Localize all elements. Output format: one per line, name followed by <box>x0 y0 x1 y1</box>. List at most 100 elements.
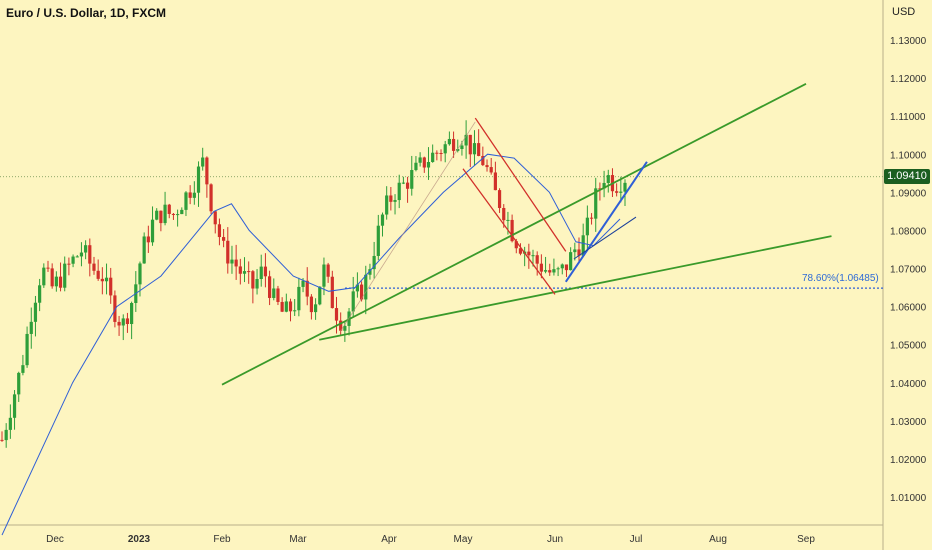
time-tick-label: Jun <box>547 534 563 545</box>
candle-body <box>623 182 627 192</box>
candle-body <box>527 251 531 256</box>
time-tick-label: Dec <box>46 534 64 545</box>
fib-level-label: 78.60%(1.06485) <box>802 273 879 284</box>
candle-body <box>205 157 209 185</box>
price-tick-label: 1.12000 <box>890 74 927 85</box>
candle-body <box>569 252 573 271</box>
candle-body <box>180 209 184 215</box>
candle-body <box>280 301 284 312</box>
candle-body <box>468 134 472 155</box>
candle-body <box>435 152 439 154</box>
candle-body <box>481 155 485 166</box>
candle-body <box>343 325 347 331</box>
price-tick-label: 1.11000 <box>890 112 926 123</box>
candle-body <box>50 268 54 287</box>
candle-body <box>497 190 502 208</box>
candle-body <box>113 295 117 322</box>
candle-body <box>234 259 238 267</box>
candle-body <box>84 245 88 253</box>
candle-body <box>104 277 109 282</box>
candle-body <box>472 143 477 155</box>
candle-body <box>598 188 602 190</box>
candle-body <box>318 286 322 305</box>
down-channel-lower <box>462 168 556 295</box>
candle-body <box>443 144 447 154</box>
candle-body <box>380 214 385 226</box>
candle-body <box>619 191 623 193</box>
candle-body <box>431 152 435 162</box>
time-tick-label: 2023 <box>128 534 151 545</box>
candle-body <box>552 269 556 273</box>
candle-body <box>581 235 585 256</box>
candle-body <box>46 267 50 269</box>
candle-body <box>301 280 305 287</box>
candle-body <box>615 191 619 193</box>
down-channel-upper <box>474 117 567 252</box>
candle-body <box>171 213 176 215</box>
candle-body <box>405 182 410 189</box>
price-tick-label: 1.05000 <box>890 341 927 352</box>
candle-body <box>351 291 355 312</box>
price-tick-label: 1.02000 <box>890 455 927 466</box>
blue-trend-line <box>564 161 648 283</box>
candle-body <box>242 271 247 274</box>
candle-body <box>130 302 134 325</box>
candle-body <box>230 259 234 264</box>
time-tick-label: Sep <box>797 534 815 545</box>
candle-body <box>92 263 96 271</box>
price-tick-label: 1.04000 <box>890 379 927 390</box>
candle-body <box>251 271 255 289</box>
candle-body <box>238 266 242 274</box>
candle-body <box>393 200 397 202</box>
candle-body <box>414 162 418 171</box>
chart-title: Euro / U.S. Dollar, 1D, FXCM <box>6 6 167 20</box>
candle-body <box>385 195 389 215</box>
candle-body <box>109 277 113 296</box>
candle-body <box>585 217 589 236</box>
fib-leg-line <box>340 121 476 332</box>
candle-body <box>146 236 150 243</box>
candle-body <box>217 224 222 238</box>
candle-body <box>58 276 63 288</box>
candle-body <box>54 276 58 287</box>
candle-body <box>142 236 146 264</box>
candle-body <box>21 365 25 373</box>
candle-body <box>297 286 301 311</box>
candle-body <box>426 161 431 168</box>
candle-body <box>96 270 100 279</box>
candle-body <box>263 266 268 277</box>
candle-body <box>359 284 364 300</box>
candle-body <box>259 266 263 280</box>
last-price-badge: 1.09410 <box>884 169 930 184</box>
candle-body <box>464 134 468 146</box>
candle-body <box>330 276 334 309</box>
candle-body <box>276 288 280 302</box>
candle-body <box>560 264 564 269</box>
candle-body <box>222 237 226 241</box>
candle-body <box>602 182 606 189</box>
candle-body <box>192 192 196 198</box>
candle-body <box>209 184 213 212</box>
price-tick-label: 1.01000 <box>890 493 927 504</box>
candle-body <box>543 270 548 272</box>
price-tick-label: 1.06000 <box>890 303 927 314</box>
candle-body <box>305 280 309 297</box>
price-tick-label: 1.07000 <box>890 265 927 276</box>
candle-body <box>42 267 46 286</box>
candle-body <box>564 264 569 271</box>
candle-body <box>63 263 67 288</box>
candle-body <box>326 264 330 277</box>
candle-body <box>213 211 217 225</box>
candle-body <box>606 175 610 183</box>
price-tick-label: 1.03000 <box>890 417 927 428</box>
candle-body <box>355 284 360 292</box>
candle-body <box>0 439 4 441</box>
price-tick-label: 1.10000 <box>890 150 927 161</box>
candle-body <box>188 192 192 198</box>
candle-body <box>322 264 326 287</box>
candle-body <box>150 219 155 243</box>
candle-body <box>502 207 506 221</box>
candle-body <box>17 372 21 395</box>
candle-body <box>339 320 343 331</box>
